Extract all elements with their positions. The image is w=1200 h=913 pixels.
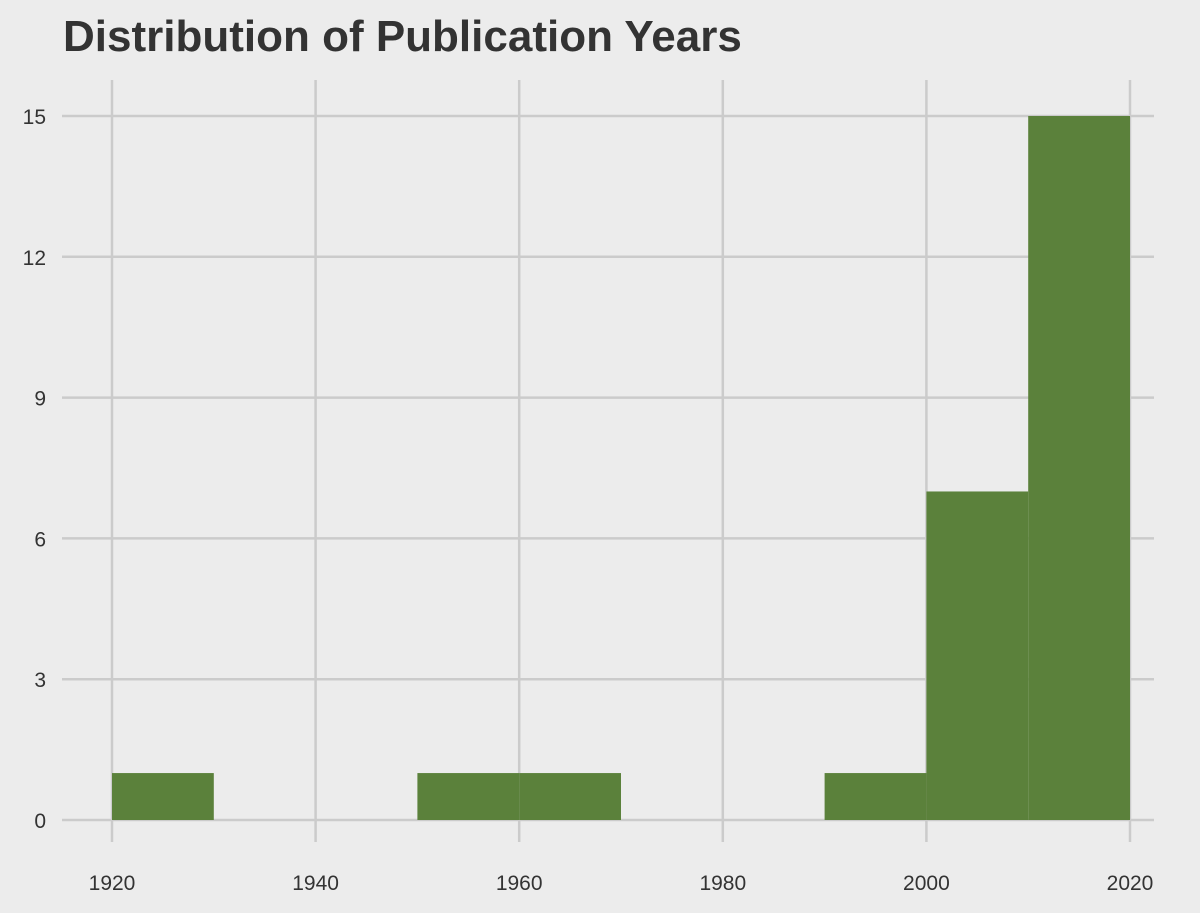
y-tick-label-6: 6 (34, 528, 46, 551)
x-tick-label-1960: 1960 (496, 872, 543, 895)
x-tick-label-1920: 1920 (89, 872, 136, 895)
bar-1990-2000 (824, 773, 927, 820)
x-tick-label-1940: 1940 (292, 872, 339, 895)
y-axis-ticks: 0 3 6 9 12 15 (23, 106, 46, 833)
bar-1950-1960 (417, 773, 520, 820)
bar-2010-2020 (1028, 116, 1130, 820)
y-tick-label-3: 3 (34, 669, 46, 692)
x-tick-label-1980: 1980 (699, 872, 746, 895)
bar-1920-1930 (112, 773, 214, 820)
grid-lines (62, 80, 1154, 842)
bar-1960-1970 (519, 773, 621, 820)
y-tick-label-9: 9 (34, 388, 46, 411)
y-tick-label-15: 15 (23, 106, 46, 129)
histogram-bars (112, 116, 1130, 820)
y-tick-label-12: 12 (23, 247, 46, 270)
chart-title: Distribution of Publication Years (63, 12, 742, 61)
bar-2000-2010 (926, 491, 1029, 820)
x-tick-label-2000: 2000 (903, 872, 950, 895)
x-tick-label-2020: 2020 (1107, 872, 1154, 895)
x-axis-ticks: 1920 1940 1960 1980 2000 2020 (89, 872, 1154, 895)
y-tick-label-0: 0 (34, 810, 46, 833)
